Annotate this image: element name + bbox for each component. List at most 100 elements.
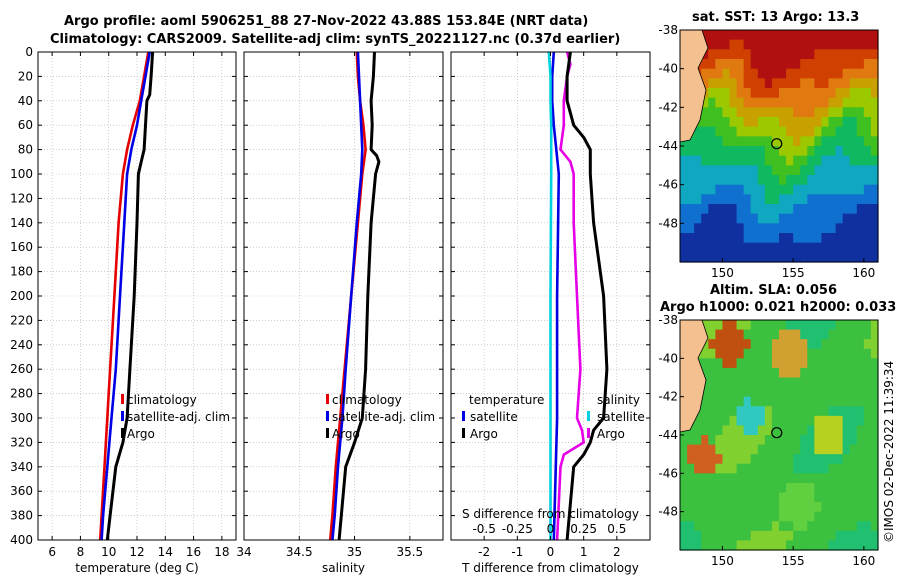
map-cell — [779, 502, 787, 513]
map-cell — [828, 146, 837, 157]
map-cell — [849, 242, 858, 253]
x-tick-label-salinity: 34 — [236, 545, 251, 559]
map-cell — [786, 406, 794, 417]
map-cell — [870, 88, 879, 99]
legend-swatch-salinity — [326, 428, 329, 438]
map-cell — [771, 39, 780, 50]
map-cell — [743, 482, 752, 494]
map-cell — [715, 454, 724, 465]
map-cell — [856, 59, 865, 70]
map-cell — [736, 348, 745, 359]
map-cell — [814, 194, 823, 205]
map-cell — [814, 435, 823, 446]
map-cell — [821, 502, 830, 513]
map-cell — [694, 155, 702, 166]
map-cell — [729, 329, 738, 340]
map-cell — [750, 502, 759, 513]
legend-swatch-temperature — [121, 394, 124, 404]
map-cell — [764, 194, 773, 205]
map-cell — [807, 88, 815, 99]
map-cell — [764, 213, 773, 224]
map-cell — [842, 358, 851, 369]
map-cell — [757, 406, 766, 417]
map-cell — [842, 39, 851, 50]
map-cell — [835, 204, 844, 215]
x-tick-top-label-diff: 0 — [547, 522, 555, 536]
map-cell — [856, 540, 865, 551]
map-cell — [814, 213, 823, 224]
legend-label-salinity: climatology — [332, 393, 402, 407]
map-cell — [680, 146, 688, 157]
map-cell — [856, 194, 865, 205]
map-y-tick-label: -48 — [658, 505, 678, 519]
map-cell — [828, 155, 837, 166]
map-cell — [743, 348, 752, 359]
map-cell — [821, 223, 830, 234]
map-cell — [835, 242, 844, 253]
map-cell — [764, 358, 773, 369]
map-cell — [821, 233, 830, 244]
map-cell — [856, 367, 865, 379]
map-cell — [870, 348, 879, 359]
map-cell — [729, 146, 738, 157]
map-cell — [771, 126, 780, 137]
map-cell — [701, 482, 709, 494]
map-cell — [729, 155, 738, 166]
map-cell — [793, 136, 801, 147]
map-cell — [750, 348, 759, 359]
map-cell — [793, 444, 801, 455]
map-cell — [786, 175, 794, 186]
map-cell — [863, 387, 872, 398]
map-cell — [701, 78, 709, 89]
map-cell — [715, 126, 724, 137]
map-cell — [680, 521, 688, 532]
legend-label-right: satellite — [597, 410, 645, 424]
map-cell — [863, 117, 872, 128]
map-cell — [779, 454, 787, 465]
map-cell — [694, 415, 702, 427]
map-cell — [764, 117, 773, 128]
map-cell — [715, 396, 724, 407]
map-cell — [870, 97, 879, 108]
legend-label-salinity: satellite-adj. clim — [332, 410, 435, 424]
map-cell — [835, 396, 844, 407]
y-tick-label: 280 — [10, 387, 33, 401]
map-cell — [828, 184, 837, 195]
map-cell — [793, 425, 801, 436]
map-cell — [856, 107, 865, 118]
x-tick-label-difference: -1 — [511, 545, 523, 559]
map-cell — [687, 252, 695, 263]
map-cell — [743, 78, 752, 89]
map-cell — [835, 88, 844, 99]
map-cell — [701, 107, 709, 118]
map-cell — [835, 454, 844, 465]
map-cell — [729, 252, 738, 263]
map-cell — [701, 463, 709, 474]
map-cell — [694, 502, 702, 513]
map-cell — [800, 540, 808, 551]
map-cell — [729, 463, 738, 474]
map-cell — [764, 223, 773, 234]
map-cell — [828, 175, 837, 186]
map-cell — [715, 377, 724, 388]
map-cell — [835, 146, 844, 157]
map-y-tick-label: -38 — [658, 23, 678, 37]
map-cell — [771, 136, 780, 147]
map-cell — [715, 367, 724, 379]
map-cell — [828, 242, 837, 253]
map-cell — [870, 252, 879, 263]
map-cell — [694, 463, 702, 474]
map-cell — [750, 39, 759, 50]
map-cell — [793, 339, 801, 350]
map-cell — [786, 204, 794, 215]
map-cell — [849, 387, 858, 398]
map-cell — [779, 204, 787, 215]
map-cell — [779, 521, 787, 532]
map-cell — [729, 473, 738, 484]
map-cell — [729, 482, 738, 494]
map-cell — [743, 136, 752, 147]
map-cell — [743, 49, 752, 60]
map-cell — [729, 204, 738, 215]
map-cell — [771, 68, 780, 79]
map-cell — [828, 165, 837, 176]
